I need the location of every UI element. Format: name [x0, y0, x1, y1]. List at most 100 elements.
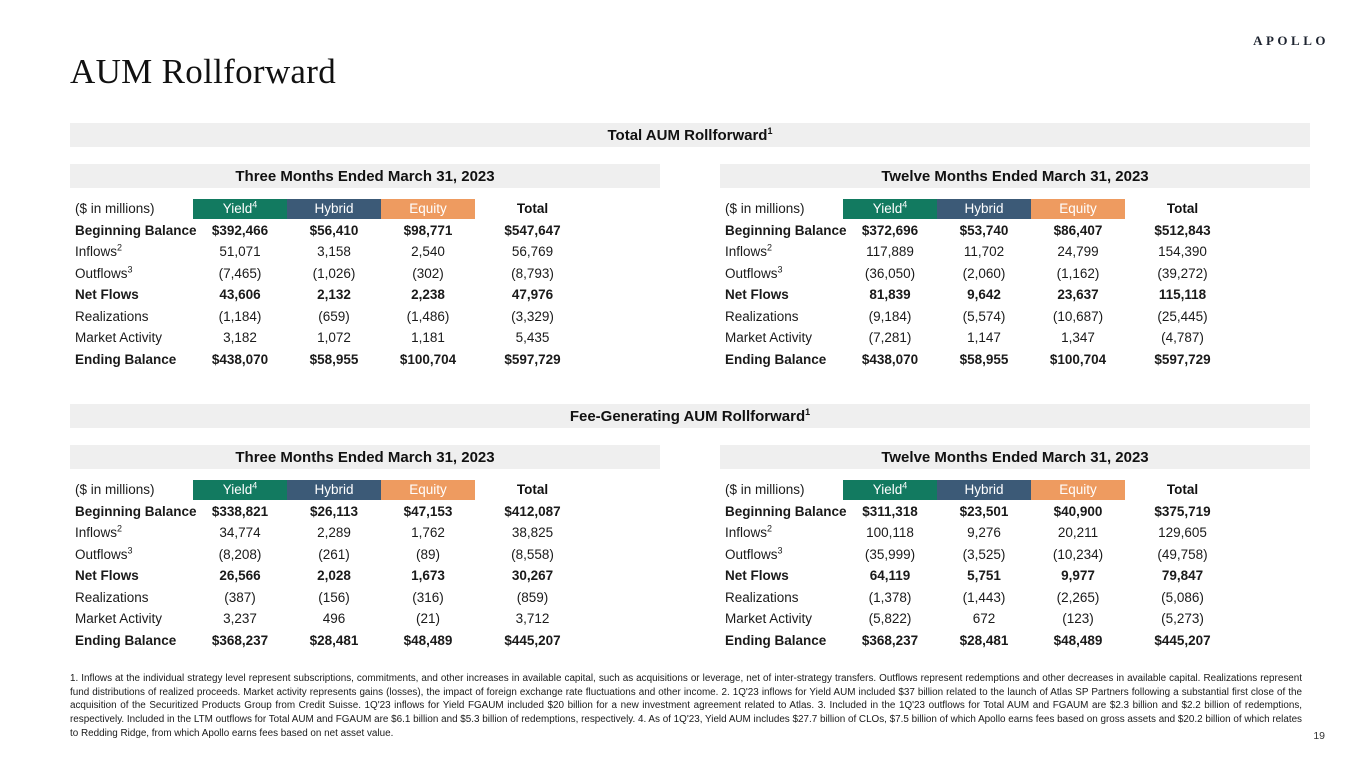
table-row: Net Flows 26,566 2,028 1,673 30,267 — [70, 565, 660, 587]
value-equity: 23,637 — [1057, 287, 1099, 303]
superscript: 2 — [767, 242, 773, 253]
row-label: Market Activity — [75, 330, 163, 346]
value-hybrid: (261) — [318, 546, 350, 562]
value-yield: 100,118 — [866, 525, 914, 541]
row-label: Beginning Balance — [725, 222, 847, 238]
period-label: Three Months Ended March 31, 2023 — [235, 167, 495, 185]
unit-label: ($ in millions) — [75, 482, 155, 498]
value-total: $412,087 — [504, 503, 561, 519]
row-label: Ending Balance — [725, 632, 827, 648]
value-hybrid: $28,481 — [959, 632, 1009, 648]
superscript: 2 — [117, 242, 123, 253]
period-header: Twelve Months Ended March 31, 2023 — [720, 164, 1310, 188]
value-yield: (36,050) — [864, 265, 916, 281]
value-hybrid: $28,481 — [309, 632, 359, 648]
value-equity: $86,407 — [1053, 222, 1103, 238]
table-block: Three Months Ended March 31, 2023 ($ in m… — [70, 164, 660, 370]
value-yield: (35,999) — [864, 546, 916, 562]
row-label: Realizations — [725, 308, 799, 324]
superscript: 3 — [127, 545, 133, 556]
table-row: Outflows3 (35,999) (3,525) (10,234) (49,758) — [720, 544, 1310, 566]
table-block: Twelve Months Ended March 31, 2023 ($ in … — [720, 164, 1310, 370]
section-title: Total AUM Rollforward1 — [607, 125, 773, 144]
value-equity: (2,265) — [1056, 589, 1100, 605]
value-yield: 51,071 — [219, 244, 261, 260]
value-total: $375,719 — [1154, 503, 1211, 519]
value-hybrid: (659) — [318, 308, 350, 324]
value-yield: (9,184) — [868, 308, 912, 324]
row-label: Inflows2 — [75, 242, 123, 260]
row-label: Realizations — [725, 589, 799, 605]
period-header: Three Months Ended March 31, 2023 — [70, 164, 660, 188]
superscript: 2 — [117, 523, 123, 534]
value-yield: 81,839 — [869, 287, 911, 303]
value-total: 115,118 — [1158, 287, 1207, 303]
value-equity: (1,486) — [406, 308, 450, 324]
column-header-yield: Yield4 — [193, 198, 287, 219]
value-equity: $48,489 — [1053, 632, 1103, 648]
value-total: 129,605 — [1158, 525, 1207, 541]
table-row: Market Activity (5,822) 672 (123) (5,273) — [720, 608, 1310, 630]
value-equity: (302) — [412, 265, 444, 281]
row-label: Net Flows — [75, 287, 139, 303]
column-header-equity: Equity — [1031, 198, 1125, 219]
unit-label: ($ in millions) — [75, 201, 155, 217]
value-hybrid: (1,443) — [962, 589, 1006, 605]
superscript: 1 — [767, 125, 773, 136]
value-total: (5,086) — [1161, 589, 1204, 605]
value-hybrid: 496 — [322, 611, 346, 627]
column-header-total: Total — [516, 200, 549, 216]
table-header-row: ($ in millions) Yield4 Hybrid Equity Total — [720, 198, 1310, 220]
value-total: 154,390 — [1158, 244, 1207, 260]
value-total: (5,273) — [1161, 611, 1204, 627]
value-equity: 9,977 — [1061, 568, 1095, 584]
value-equity: 1,181 — [411, 330, 445, 346]
value-total: 5,435 — [515, 330, 550, 346]
row-label: Outflows3 — [75, 545, 133, 562]
row-label: Realizations — [75, 308, 149, 324]
value-yield: 64,119 — [869, 568, 911, 584]
value-yield: (387) — [224, 589, 256, 605]
value-total: (25,445) — [1157, 308, 1208, 324]
value-total: (8,793) — [511, 265, 554, 281]
value-yield: 34,774 — [219, 525, 261, 541]
row-label: Net Flows — [75, 568, 139, 584]
value-total: (3,329) — [511, 308, 554, 324]
superscript: 4 — [902, 480, 908, 491]
row-label: Net Flows — [725, 568, 789, 584]
value-yield: $372,696 — [861, 222, 919, 238]
value-hybrid: (1,026) — [312, 265, 356, 281]
column-header-hybrid: Hybrid — [287, 198, 381, 219]
table-row: Market Activity (7,281) 1,147 1,347 (4,787) — [720, 327, 1310, 349]
value-hybrid: 1,072 — [317, 330, 351, 346]
row-label: Market Activity — [75, 611, 163, 627]
value-hybrid: 11,702 — [963, 244, 1005, 260]
value-equity: $48,489 — [403, 632, 453, 648]
table-row: Ending Balance $368,237 $28,481 $48,489 $445… — [70, 630, 660, 652]
section-title-band: Total AUM Rollforward1 — [70, 123, 1310, 147]
superscript: 3 — [127, 264, 133, 275]
value-equity: (123) — [1062, 611, 1094, 627]
row-label: Outflows3 — [725, 545, 783, 562]
column-header-equity: Equity — [381, 198, 475, 219]
period-label: Three Months Ended March 31, 2023 — [235, 448, 495, 466]
table-row: Beginning Balance $311,318 $23,501 $40,900 $… — [720, 501, 1310, 523]
value-yield: $368,237 — [861, 632, 919, 648]
value-equity: 20,211 — [1057, 525, 1099, 541]
value-total: 79,847 — [1161, 568, 1204, 584]
row-label: Net Flows — [725, 287, 789, 303]
value-total: (39,272) — [1157, 265, 1208, 281]
column-header-equity: Equity — [381, 479, 475, 500]
value-total: $445,207 — [1154, 632, 1211, 648]
value-hybrid: $56,410 — [309, 222, 359, 238]
table-row: Net Flows 81,839 9,642 23,637 115,118 — [720, 284, 1310, 306]
row-label: Inflows2 — [725, 242, 773, 260]
row-label: Beginning Balance — [75, 222, 197, 238]
value-hybrid: 2,028 — [317, 568, 351, 584]
value-hybrid: $23,501 — [959, 503, 1009, 519]
column-header-total: Total — [1166, 200, 1199, 216]
superscript: 4 — [252, 480, 258, 491]
value-total: 38,825 — [511, 525, 554, 541]
value-equity: 1,762 — [411, 525, 445, 541]
footnotes: 1. Inflows at the individual strategy le… — [70, 673, 1302, 739]
